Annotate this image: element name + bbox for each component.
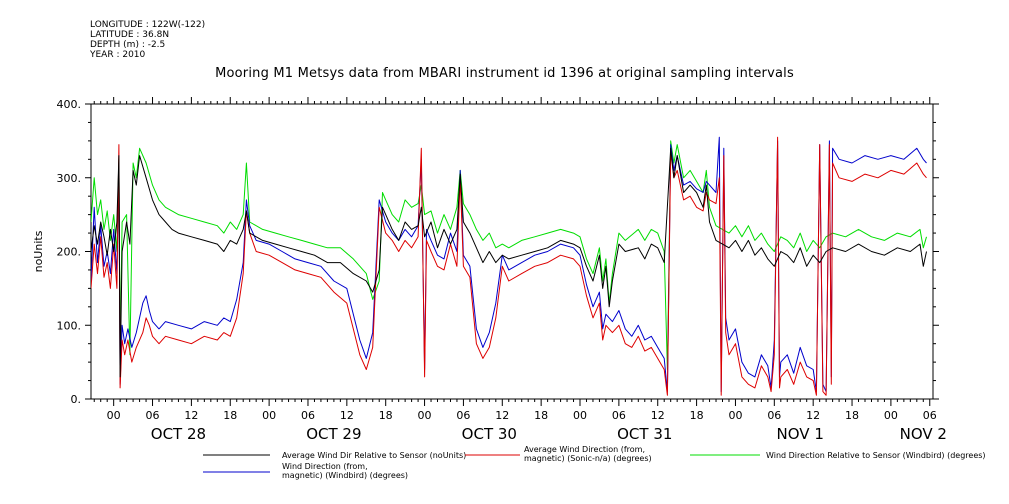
x-tick-label: 18 xyxy=(690,409,704,422)
x-day-label: OCT 29 xyxy=(306,425,361,443)
legend-label: magnetic) (Windbird) (degrees) xyxy=(282,471,408,480)
x-tick-label: 00 xyxy=(728,409,742,422)
x-tick-label: 18 xyxy=(534,409,548,422)
longitude-line: LONGITUDE : 122W(-122) xyxy=(90,20,206,30)
x-day-label: NOV 2 xyxy=(900,425,947,443)
x-tick-label: 12 xyxy=(806,409,820,422)
x-tick-label: 00 xyxy=(107,409,121,422)
y-tick-label: 0. xyxy=(71,393,82,406)
legend-label: Wind Direction (from, xyxy=(282,462,368,471)
x-tick-label: 06 xyxy=(923,409,937,422)
x-tick-label: 06 xyxy=(146,409,160,422)
y-tick-label: 200. xyxy=(57,246,82,259)
x-tick-label: 06 xyxy=(456,409,470,422)
x-tick-label: 18 xyxy=(223,409,237,422)
x-tick-label: 00 xyxy=(884,409,898,422)
chart-title: Mooring M1 Metsys data from MBARI instru… xyxy=(215,66,794,81)
series-line-wind-dir-relative-windbird xyxy=(91,140,927,370)
x-tick-label: 12 xyxy=(184,409,198,422)
x-tick-label: 00 xyxy=(573,409,587,422)
series-line-avg-wind-dir-relative xyxy=(91,147,927,378)
x-tick-label: 12 xyxy=(340,409,354,422)
legend-label: magnetic) (Sonic-n/a) (degrees) xyxy=(524,454,652,463)
x-tick-label: 00 xyxy=(418,409,432,422)
y-tick-label: 300. xyxy=(57,172,82,185)
x-day-label: OCT 30 xyxy=(462,425,517,443)
year-line: YEAR : 2010 xyxy=(90,50,146,60)
legend-label: Average Wind Dir Relative to Sensor (noU… xyxy=(282,451,466,460)
series-line-wind-direction-windbird xyxy=(91,136,927,393)
x-tick-label: 12 xyxy=(651,409,665,422)
x-tick-label: 06 xyxy=(767,409,781,422)
x-tick-label: 12 xyxy=(495,409,509,422)
series-line-avg-wind-direction xyxy=(91,136,927,396)
x-tick-label: 18 xyxy=(845,409,859,422)
x-day-label: NOV 1 xyxy=(777,425,824,443)
metadata-block: LONGITUDE : 122W(-122) LATITUDE : 36.8N … xyxy=(90,20,205,60)
latitude-line: LATITUDE : 36.8N xyxy=(90,30,170,40)
y-tick-label: 100. xyxy=(57,319,82,332)
depth-line: DEPTH (m) : -2.5 xyxy=(90,40,166,50)
y-axis-label: noUnits xyxy=(32,230,45,272)
x-tick-label: 00 xyxy=(262,409,276,422)
y-tick-label: 400. xyxy=(57,98,82,111)
x-tick-label: 06 xyxy=(301,409,315,422)
x-tick-label: 18 xyxy=(379,409,393,422)
legend-label: Average Wind Direction (from, xyxy=(524,445,645,454)
x-day-label: OCT 31 xyxy=(617,425,672,443)
x-day-label: OCT 28 xyxy=(151,425,206,443)
x-tick-label: 06 xyxy=(612,409,626,422)
legend-label: Wind Direction Relative to Sensor (Windb… xyxy=(766,451,986,460)
